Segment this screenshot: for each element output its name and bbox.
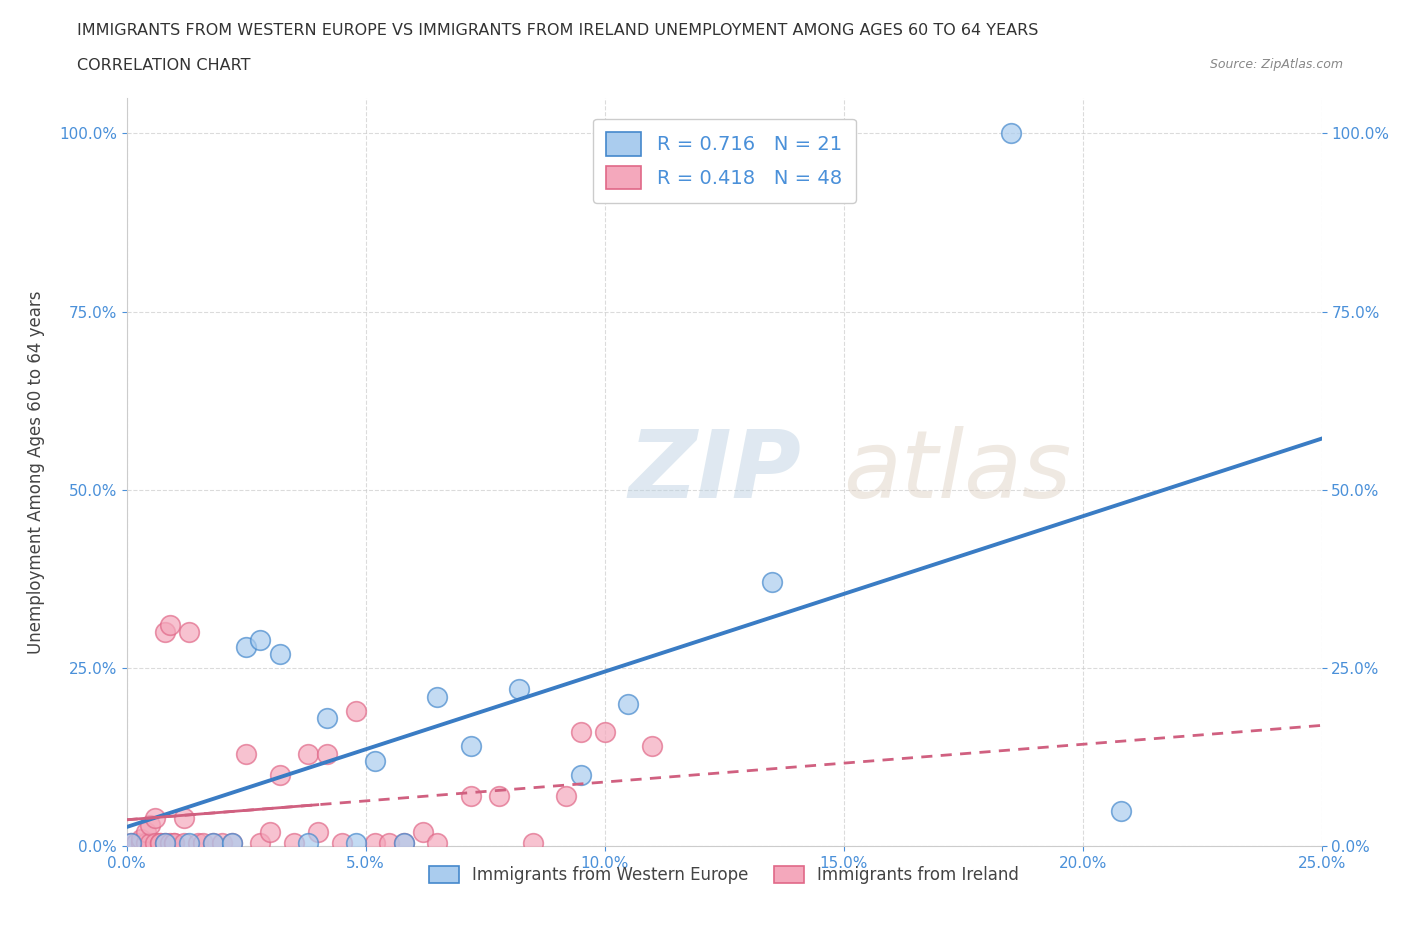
Point [761, 575, 783, 590]
Point [221, 835, 243, 850]
Point [187, 835, 209, 850]
Point [426, 689, 449, 704]
Point [211, 835, 233, 850]
Point [159, 618, 181, 632]
Point [163, 835, 186, 850]
Point [392, 835, 415, 850]
Point [392, 835, 415, 850]
Point [153, 835, 176, 850]
Point [364, 753, 387, 768]
Point [201, 835, 224, 850]
Text: Source: ZipAtlas.com: Source: ZipAtlas.com [1209, 58, 1343, 71]
Point [120, 835, 142, 850]
Point [235, 746, 257, 761]
Point [641, 739, 664, 754]
Point [125, 835, 148, 850]
Point [149, 835, 172, 850]
Point [235, 639, 257, 654]
Point [269, 646, 291, 661]
Point [221, 835, 243, 850]
Point [153, 835, 176, 850]
Point [143, 835, 166, 850]
Text: ZIP: ZIP [628, 426, 801, 518]
Point [1000, 126, 1022, 140]
Point [316, 711, 339, 725]
Point [460, 739, 482, 754]
Point [139, 835, 162, 850]
Point [1109, 804, 1132, 818]
Point [330, 835, 353, 850]
Point [259, 825, 281, 840]
Point [129, 831, 152, 846]
Point [135, 825, 157, 840]
Point [249, 835, 271, 850]
Point [269, 767, 291, 782]
Point [508, 682, 530, 697]
Point [129, 835, 152, 850]
Point [364, 835, 387, 850]
Point [283, 835, 305, 850]
Point [488, 789, 510, 804]
Point [569, 724, 592, 739]
Text: IMMIGRANTS FROM WESTERN EUROPE VS IMMIGRANTS FROM IRELAND UNEMPLOYMENT AMONG AGE: IMMIGRANTS FROM WESTERN EUROPE VS IMMIGR… [77, 23, 1039, 38]
Point [143, 810, 166, 825]
Point [460, 789, 482, 804]
Point [412, 825, 434, 840]
Y-axis label: Unemployment Among Ages 60 to 64 years: Unemployment Among Ages 60 to 64 years [27, 290, 45, 654]
Text: atlas: atlas [844, 427, 1071, 517]
Legend: Immigrants from Western Europe, Immigrants from Ireland: Immigrants from Western Europe, Immigran… [422, 859, 1026, 890]
Point [177, 835, 200, 850]
Point [135, 835, 157, 850]
Point [191, 835, 214, 850]
Point [522, 835, 544, 850]
Point [149, 835, 172, 850]
Point [426, 835, 449, 850]
Point [159, 835, 181, 850]
Point [344, 835, 367, 850]
Point [378, 835, 401, 850]
Point [555, 789, 578, 804]
Text: CORRELATION CHART: CORRELATION CHART [77, 58, 250, 73]
Point [173, 810, 195, 825]
Point [307, 825, 329, 840]
Point [153, 625, 176, 640]
Point [316, 746, 339, 761]
Point [569, 767, 592, 782]
Point [139, 817, 162, 832]
Point [617, 697, 640, 711]
Point [249, 632, 271, 647]
Point [201, 835, 224, 850]
Point [177, 625, 200, 640]
Point [297, 835, 319, 850]
Point [344, 703, 367, 718]
Point [173, 835, 195, 850]
Point [297, 746, 319, 761]
Point [593, 724, 616, 739]
Point [163, 835, 186, 850]
Point [120, 835, 142, 850]
